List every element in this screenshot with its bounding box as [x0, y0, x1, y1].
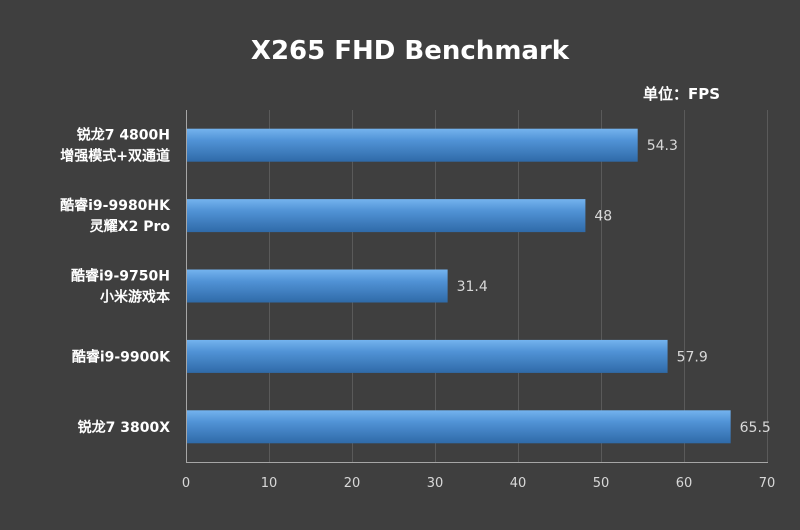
- x-tick-label: 10: [261, 476, 278, 491]
- bars-layer: [187, 128, 731, 444]
- category-label: 增强模式+双通道: [60, 148, 170, 165]
- category-label: 酷睿i9-9750H: [71, 268, 170, 285]
- labels-layer: 54.3 锐龙7 4800H 增强模式+双通道 48 酷睿i9-9980HK 灵耀X2 P…: [60, 127, 771, 436]
- data-label: 54.3: [647, 138, 678, 154]
- unit-label: 单位：FPS: [643, 85, 720, 103]
- bar: [187, 269, 448, 303]
- x-tick-label: 70: [759, 476, 776, 491]
- ticks-layer: 0 10 20 30 40 50 60 70: [182, 476, 775, 491]
- chart-title: X265 FHD Benchmark: [251, 36, 570, 66]
- grid-layer: [186, 110, 768, 463]
- category-label: 小米游戏本: [100, 289, 171, 306]
- x-tick-label: 60: [676, 476, 693, 491]
- data-label: 65.5: [740, 420, 771, 436]
- x-tick-label: 30: [427, 476, 444, 491]
- category-label: 锐龙7 3800X: [78, 419, 171, 436]
- category-label: 酷睿i9-9980HK: [60, 197, 171, 214]
- category-label: 锐龙7 4800H: [77, 127, 170, 144]
- x-tick-label: 40: [510, 476, 527, 491]
- bar: [187, 410, 731, 444]
- data-label: 48: [594, 209, 612, 225]
- data-label: 31.4: [457, 279, 488, 295]
- category-label: 酷睿i9-9900K: [72, 348, 171, 365]
- x-tick-label: 20: [344, 476, 361, 491]
- category-label: 灵耀X2 Pro: [90, 219, 171, 235]
- data-label: 57.9: [677, 349, 708, 365]
- bar: [187, 128, 638, 162]
- bar: [187, 199, 586, 233]
- bar: [187, 339, 668, 373]
- x-tick-label: 50: [593, 476, 610, 491]
- x-tick-label: 0: [182, 476, 190, 491]
